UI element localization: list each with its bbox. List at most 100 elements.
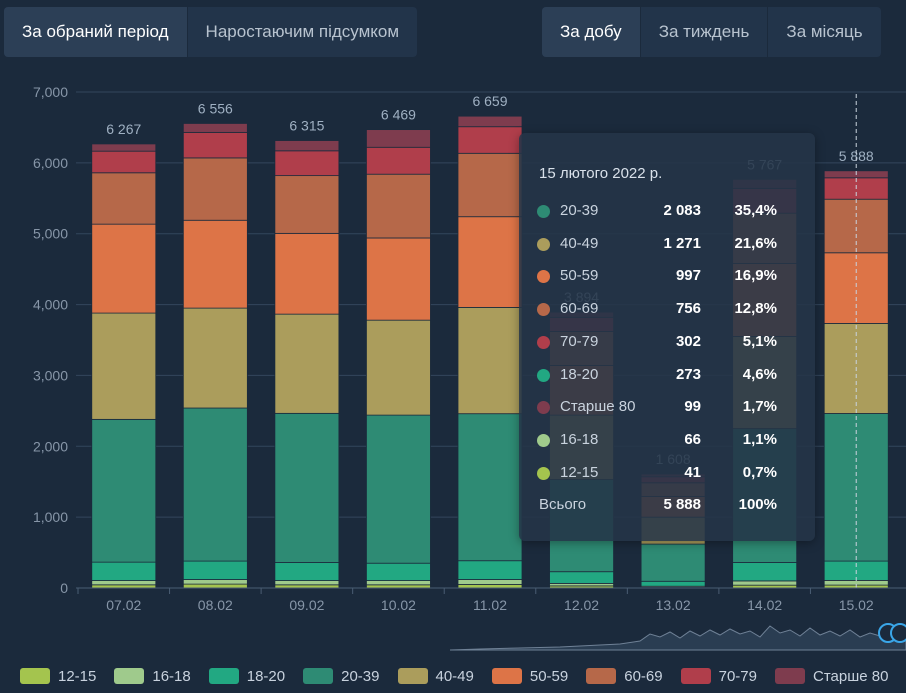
tab-cumulative[interactable]: Наростаючим підсумком (186, 7, 418, 57)
tooltip-series-value: 66 (684, 430, 701, 448)
bar-segment (274, 175, 340, 234)
tooltip-series-value: 273 (675, 365, 701, 383)
bar-segment (91, 561, 157, 581)
legend-label: 16-18 (152, 667, 191, 685)
y-tick-label: 3,000 (33, 367, 68, 383)
bar-segment (91, 418, 157, 563)
bar-segment (366, 562, 431, 581)
legend-item[interactable]: 40-49 (397, 664, 474, 688)
tooltip-series-name: 18-20 (560, 365, 599, 383)
tab-daily[interactable]: За добу (542, 7, 640, 57)
bar-segment (274, 412, 340, 563)
bar-segment (457, 560, 523, 580)
tooltip-series-value: 756 (675, 300, 701, 318)
tooltip-series-value: 41 (684, 463, 701, 481)
legend-label: 50-59 (529, 667, 569, 685)
x-tick-label: 15.02 (839, 597, 874, 613)
tooltip-row: 20-39 2 083 35,4% (537, 201, 799, 221)
legend-label: 40-49 (435, 667, 474, 685)
tab-weekly[interactable]: За тиждень (639, 7, 768, 57)
tooltip-row: 18-20 273 4,6% (537, 365, 799, 385)
tooltip-series-dot (537, 205, 550, 218)
legend-item[interactable]: 18-20 (208, 664, 285, 688)
tooltip-series-pct: 0,7% (742, 463, 777, 481)
bar-segment (457, 307, 523, 415)
legend-item[interactable]: 12-15 (20, 664, 96, 688)
tooltip-series-pct: 5,1% (742, 332, 777, 350)
tab-monthly[interactable]: За місяць (767, 7, 880, 57)
legend-item[interactable]: 70-79 (680, 664, 757, 688)
tooltip-series-pct: 1,7% (742, 398, 777, 416)
tooltip-series-name: 70-79 (560, 332, 599, 350)
tooltip-series-pct: 16,9% (734, 267, 777, 285)
bar-segment (91, 312, 157, 420)
bar-segment (366, 319, 431, 416)
tooltip-row: 50-59 997 16,9% (537, 266, 799, 286)
tooltip-series-value: 99 (684, 398, 701, 416)
legend-item[interactable]: 50-59 (491, 664, 569, 688)
legend-item[interactable]: 60-69 (586, 664, 663, 688)
x-tick-label: 07.02 (106, 597, 141, 613)
bar-segment (182, 131, 248, 159)
bar-segment (732, 580, 798, 586)
legend-swatch (397, 668, 428, 684)
x-tick-label: 11.02 (473, 597, 507, 613)
legend-item[interactable]: 20-39 (303, 664, 380, 688)
tooltip-series-name: 40-49 (560, 234, 599, 252)
bar-total-label: 5 888 (839, 148, 874, 164)
tooltip-series-name: 20-39 (560, 202, 599, 219)
bar-segment (182, 307, 248, 409)
bar-segment (91, 580, 157, 586)
bar-segment (182, 560, 248, 580)
bar-segment (91, 150, 157, 174)
legend-label: 20-39 (341, 667, 380, 685)
tooltip: 15 лютого 2022 р. 20-39 2 083 35,4% 40-49 1 … (519, 133, 815, 541)
tooltip-row: 16-18 66 1,1% (537, 430, 799, 450)
x-tick-label: 14.02 (747, 597, 782, 613)
bar-segment (366, 237, 431, 321)
bar-segment (366, 173, 431, 239)
navigator-sparkline (449, 625, 906, 651)
y-tick-label: 6,000 (33, 155, 68, 171)
tooltip-series-dot (537, 368, 550, 382)
tooltip-total-value: 5 888 (663, 496, 701, 513)
bar-segment (366, 414, 431, 564)
tooltip-series-name: Старше 80 (560, 398, 636, 416)
y-tick-label: 7,000 (33, 84, 68, 100)
tooltip-series-dot (537, 237, 550, 251)
legend-label: 70-79 (718, 667, 757, 685)
bar-total-label: 6 267 (106, 121, 141, 137)
bar-segment (182, 579, 248, 585)
bar-total-label: 6 315 (289, 118, 324, 134)
bar-segment (457, 584, 523, 589)
bar-segment (366, 146, 431, 175)
bar-segment (732, 562, 798, 582)
legend-item[interactable]: Старше 80 (775, 664, 888, 688)
tooltip-series-dot (537, 303, 550, 317)
tooltip-row: 12-15 41 0,7% (537, 463, 799, 483)
tooltip-total-row: Всього 5 888 100% (537, 495, 799, 515)
legend-label: 60-69 (624, 667, 663, 685)
x-tick-label: 10.02 (381, 597, 416, 613)
legend-item[interactable]: 16-18 (114, 664, 191, 688)
bar-segment (274, 313, 340, 414)
bar-segment (549, 571, 614, 584)
bar-segment (457, 216, 523, 308)
tooltip-row: 40-49 1 271 21,6% (537, 234, 799, 254)
bar-segment (182, 583, 248, 589)
tooltip-series-name: 60-69 (560, 300, 599, 318)
bar-segment (91, 223, 157, 314)
range-navigator[interactable] (0, 620, 906, 660)
legend-swatch (208, 668, 239, 684)
bar-segment (640, 543, 706, 582)
legend-swatch (680, 668, 711, 684)
legend-swatch (775, 668, 805, 684)
bar-segment (274, 232, 340, 315)
bar-segment (182, 219, 248, 309)
navigator-handle-right[interactable] (890, 623, 906, 643)
tooltip-row: 60-69 756 12,8% (537, 299, 799, 319)
tab-selected-period[interactable]: За обраний період (4, 7, 187, 57)
legend-swatch (491, 668, 522, 684)
bar-segment (91, 172, 157, 225)
chart-legend: 12-15 16-18 18-20 20-39 40-49 50-59 60-69 70-79… (20, 664, 906, 688)
